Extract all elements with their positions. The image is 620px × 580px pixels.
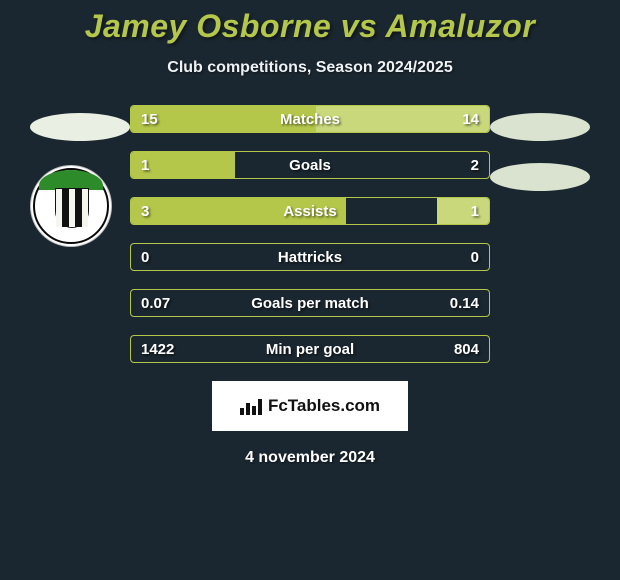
stat-bar: 12Goals [130, 151, 490, 179]
stat-value-right: 0.14 [440, 290, 489, 316]
stat-value-right: 2 [461, 152, 489, 178]
footer-date: 4 november 2024 [245, 449, 375, 467]
bar-fill-right [316, 106, 489, 132]
bar-fill-left [131, 198, 346, 224]
main-row: 1514Matches 12Goals 31Assists 0 0Hattricks 0.… [0, 105, 620, 363]
badge-top [39, 170, 103, 190]
comparison-page: Jamey Osborne vs Amaluzor Club competiti… [0, 0, 620, 580]
brand-logo[interactable]: FcTables.com [212, 381, 408, 431]
page-title: Jamey Osborne vs Amaluzor [85, 8, 536, 45]
right-player-col [490, 105, 600, 363]
left-player-col [20, 105, 130, 363]
stat-bar: 1514Matches [130, 105, 490, 133]
player-right-oval-2 [490, 163, 590, 191]
stat-label: Goals per match [131, 290, 489, 316]
player-right-oval-1 [490, 113, 590, 141]
club-badge-left [30, 165, 112, 247]
bar-fill-left [131, 106, 316, 132]
bar-fill-right [437, 198, 489, 224]
stat-value-left: 0 [131, 244, 159, 270]
stat-value-left: 0.07 [131, 290, 180, 316]
stats-bars: 1514Matches 12Goals 31Assists 0 0Hattricks 0.… [130, 105, 490, 363]
stat-bar: 0 0Hattricks [130, 243, 490, 271]
brand-text: FcTables.com [268, 396, 380, 416]
stat-bar: 1422 804Min per goal [130, 335, 490, 363]
badge-shield [55, 188, 89, 228]
stat-bar: 31Assists [130, 197, 490, 225]
bar-fill-left [131, 152, 235, 178]
stat-value-left: 1422 [131, 336, 184, 362]
stat-value-right: 804 [444, 336, 489, 362]
chart-icon [240, 397, 262, 415]
stat-label: Min per goal [131, 336, 489, 362]
stat-label: Hattricks [131, 244, 489, 270]
stat-value-right: 0 [461, 244, 489, 270]
player-left-oval [30, 113, 130, 141]
stat-bar: 0.07 0.14Goals per match [130, 289, 490, 317]
page-subtitle: Club competitions, Season 2024/2025 [167, 59, 452, 77]
